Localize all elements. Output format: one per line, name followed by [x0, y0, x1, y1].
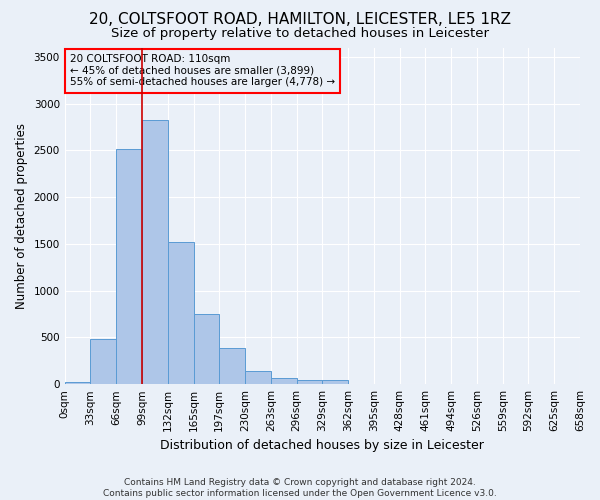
Bar [271, 378, 296, 384]
Bar [296, 380, 322, 384]
Text: 20 COLTSFOOT ROAD: 110sqm
← 45% of detached houses are smaller (3,899)
55% of se: 20 COLTSFOOT ROAD: 110sqm ← 45% of detac… [70, 54, 335, 88]
Bar [193, 314, 219, 384]
Bar [91, 340, 116, 384]
Bar [168, 242, 193, 384]
Text: Size of property relative to detached houses in Leicester: Size of property relative to detached ho… [111, 28, 489, 40]
Text: Contains HM Land Registry data © Crown copyright and database right 2024.
Contai: Contains HM Land Registry data © Crown c… [103, 478, 497, 498]
Bar [322, 380, 348, 384]
Y-axis label: Number of detached properties: Number of detached properties [15, 123, 28, 309]
Text: 20, COLTSFOOT ROAD, HAMILTON, LEICESTER, LE5 1RZ: 20, COLTSFOOT ROAD, HAMILTON, LEICESTER,… [89, 12, 511, 28]
Bar [65, 382, 91, 384]
Bar [116, 150, 142, 384]
Bar [219, 348, 245, 384]
Bar [142, 120, 168, 384]
X-axis label: Distribution of detached houses by size in Leicester: Distribution of detached houses by size … [160, 440, 484, 452]
Bar [245, 370, 271, 384]
